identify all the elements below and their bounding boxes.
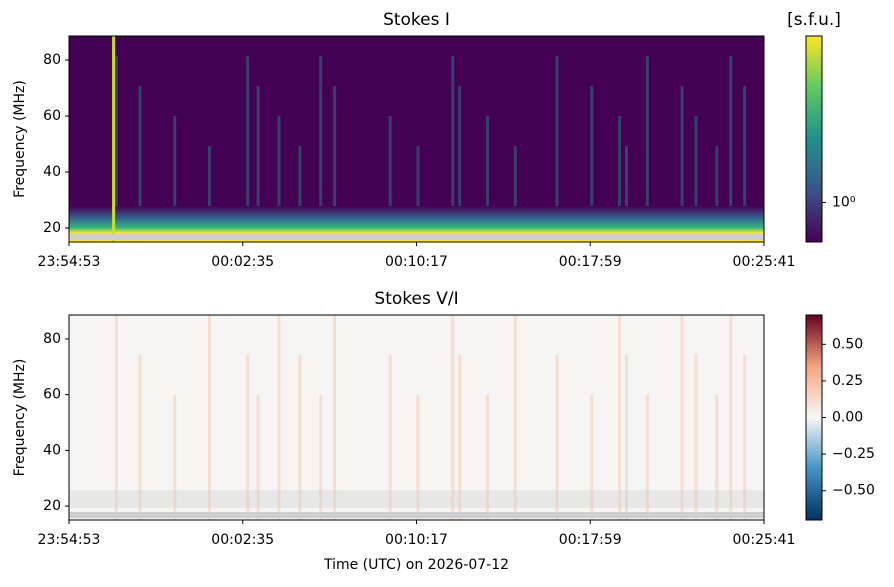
y-tick-label: 60: [43, 387, 61, 403]
pol-streak: [277, 315, 281, 520]
burst-streak: [715, 146, 719, 242]
colorbar: [805, 314, 823, 521]
x-tick-label: 00:10:17: [385, 254, 448, 270]
burst-streak: [388, 116, 392, 242]
image-background: [69, 315, 764, 520]
burst-streak: [513, 146, 517, 242]
pol-streak: [729, 315, 733, 520]
colorbar: [805, 35, 823, 243]
pol-streak: [458, 355, 462, 520]
flagged-band: [69, 234, 764, 240]
colorbar-tick-label: 10⁰: [832, 195, 856, 211]
pol-streak: [114, 315, 118, 520]
burst-streak: [173, 116, 177, 242]
x-tick-label: 00:25:41: [733, 254, 796, 270]
low-band: [69, 490, 764, 508]
pol-streak: [743, 355, 747, 520]
panel-title: Stokes I: [383, 10, 450, 30]
x-tick-label: 23:54:53: [38, 532, 101, 548]
pol-streak: [680, 315, 684, 520]
x-tick-label: 00:02:35: [211, 254, 274, 270]
x-tick-label: 00:17:59: [559, 254, 622, 270]
pol-streak: [715, 395, 719, 520]
x-tick-label: 00:25:41: [733, 532, 796, 548]
spectrogram-image: [69, 315, 764, 520]
burst-streak: [451, 56, 455, 242]
pol-streak: [590, 395, 594, 520]
burst-streak: [256, 86, 260, 242]
y-tick-label: 40: [43, 164, 61, 180]
burst-streak: [694, 116, 698, 242]
burst-streak: [138, 86, 142, 242]
colorbar-tick-label: −0.50: [832, 483, 875, 499]
spectrogram-image: [69, 36, 764, 242]
colorbar-tick-label: 0.00: [832, 410, 863, 426]
burst-streak: [625, 146, 628, 242]
pol-streak: [625, 355, 628, 520]
burst-streak: [729, 56, 733, 242]
x-tick-label: 23:54:53: [38, 254, 101, 270]
x-axis-label: Time (UTC) on 2026-07-12: [323, 557, 509, 573]
y-tick-label: 20: [43, 498, 61, 514]
y-tick-label: 20: [43, 220, 61, 236]
x-tick-label: 00:17:59: [559, 532, 622, 548]
y-tick-label: 40: [43, 442, 61, 458]
y-tick-label: 60: [43, 108, 61, 124]
pol-streak: [618, 315, 622, 520]
y-axis-label: Frequency (MHz): [12, 359, 28, 477]
burst-streak: [416, 146, 420, 242]
pol-streak: [388, 355, 392, 520]
flagged-band: [69, 512, 764, 518]
x-tick-label: 00:02:35: [211, 532, 274, 548]
pol-streak: [694, 355, 698, 520]
burst-streak: [555, 56, 559, 242]
burst-streak: [319, 56, 323, 242]
burst-streak: [486, 116, 489, 242]
burst-streak: [333, 86, 337, 242]
panel-title: Stokes V/I: [374, 289, 458, 309]
burst-streak: [590, 86, 594, 242]
y-tick-label: 80: [43, 331, 61, 347]
pol-streak: [173, 395, 177, 520]
burst-streak: [114, 56, 118, 242]
pol-streak: [298, 355, 302, 520]
colorbar-tick-label: 0.25: [832, 373, 863, 389]
burst-streak: [743, 86, 747, 242]
burst-main: [112, 36, 116, 242]
x-tick-label: 00:10:17: [385, 532, 448, 548]
pol-streak: [645, 395, 649, 520]
pol-streak: [208, 315, 211, 520]
pol-streak: [513, 315, 517, 520]
burst-streak: [246, 56, 250, 242]
burst-streak: [277, 116, 281, 242]
pol-streak: [138, 355, 142, 520]
burst-streak: [645, 56, 649, 242]
y-tick-label: 80: [43, 52, 61, 68]
pol-streak: [555, 355, 559, 520]
pol-streak: [333, 315, 337, 520]
pol-streak: [486, 395, 489, 520]
colorbar-tick-label: −0.25: [832, 446, 875, 462]
pol-streak: [256, 395, 260, 520]
colorbar-tick-label: 0.50: [832, 336, 863, 352]
pol-streak: [451, 315, 455, 520]
burst-streak: [618, 116, 622, 242]
colorbar-label: [s.f.u.]: [787, 10, 841, 30]
pol-streak: [319, 395, 323, 520]
pol-streak: [246, 355, 250, 520]
pol-streak: [416, 395, 420, 520]
burst-streak: [680, 86, 684, 242]
burst-streak: [208, 146, 211, 242]
y-axis-label: Frequency (MHz): [12, 80, 28, 198]
burst-streak: [458, 86, 462, 242]
burst-streak: [298, 146, 302, 242]
